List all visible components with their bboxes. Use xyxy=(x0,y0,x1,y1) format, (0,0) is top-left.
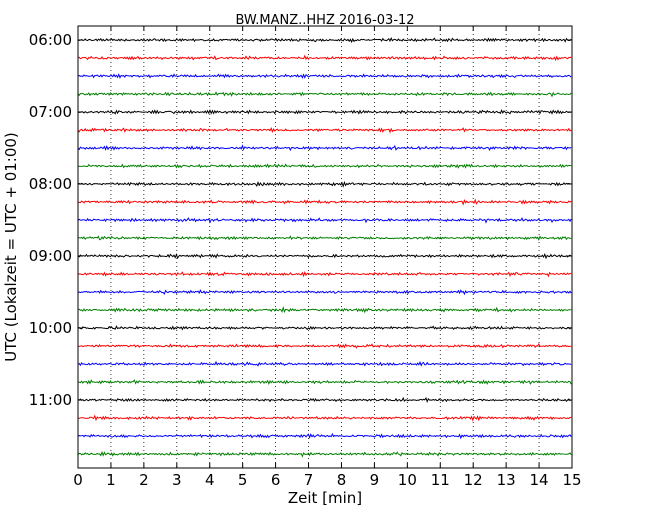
x-tick-label: 6 xyxy=(271,471,281,489)
x-tick-label: 14 xyxy=(530,471,549,489)
x-tick-label: 0 xyxy=(73,471,83,489)
seismic-trace xyxy=(77,379,572,385)
x-tick-label: 13 xyxy=(497,471,516,489)
x-tick-label: 9 xyxy=(370,471,380,489)
y-axis-label: UTC (Lokalzeit = UTC + 01:00) xyxy=(2,132,20,362)
seismic-trace xyxy=(77,217,572,224)
x-axis-ticks: 0 1 2 3 4 5 6 7 8 9 10 11 12 13 14 15 xyxy=(73,26,582,489)
seismic-trace xyxy=(77,198,572,206)
seismic-trace xyxy=(77,73,572,79)
x-tick-label: 11 xyxy=(431,471,450,489)
x-tick-label: 4 xyxy=(205,471,215,489)
seismic-trace xyxy=(77,271,572,278)
x-tick-label: 2 xyxy=(139,471,149,489)
x-axis-label: Zeit [min] xyxy=(288,489,362,507)
y-tick-label: 08:00 xyxy=(29,175,72,193)
y-tick-label: 06:00 xyxy=(29,31,72,49)
seismic-trace xyxy=(77,432,572,440)
x-tick-label: 10 xyxy=(398,471,417,489)
x-tick-label: 1 xyxy=(106,471,116,489)
plot-frame xyxy=(77,25,573,469)
seismic-trace xyxy=(77,343,572,349)
seismic-trace xyxy=(77,360,572,367)
x-tick-label: 7 xyxy=(304,471,314,489)
seismic-trace xyxy=(77,127,572,134)
seismic-trace xyxy=(77,91,572,98)
seismic-trace xyxy=(77,450,572,458)
seismic-trace xyxy=(77,325,572,331)
x-tick-label: 3 xyxy=(172,471,182,489)
seismic-trace xyxy=(77,414,572,422)
y-axis-ticks: 06:00 07:00 08:00 09:00 10:00 11:00 xyxy=(29,31,572,409)
x-tick-label: 8 xyxy=(337,471,347,489)
x-tick-label: 12 xyxy=(464,471,483,489)
seismic-trace xyxy=(77,54,572,62)
seismic-trace xyxy=(77,252,572,260)
seismic-trace xyxy=(77,235,572,241)
seismic-traces xyxy=(77,37,572,458)
y-tick-label: 09:00 xyxy=(29,247,72,265)
x-tick-label: 15 xyxy=(562,471,581,489)
seismic-trace xyxy=(77,180,572,188)
y-tick-label: 07:00 xyxy=(29,103,72,121)
seismic-trace xyxy=(77,305,572,314)
x-tick-label: 5 xyxy=(238,471,248,489)
chart-title: BW.MANZ..HHZ 2016-03-12 xyxy=(235,13,414,28)
seismic-trace xyxy=(77,396,572,403)
y-tick-label: 11:00 xyxy=(29,391,72,409)
seismic-trace xyxy=(77,108,572,115)
grid-lines xyxy=(110,26,540,468)
seismic-trace xyxy=(77,144,572,152)
seismic-trace xyxy=(77,37,572,44)
seismic-trace xyxy=(77,289,572,296)
seismic-trace xyxy=(77,163,572,169)
y-tick-label: 10:00 xyxy=(29,319,72,337)
